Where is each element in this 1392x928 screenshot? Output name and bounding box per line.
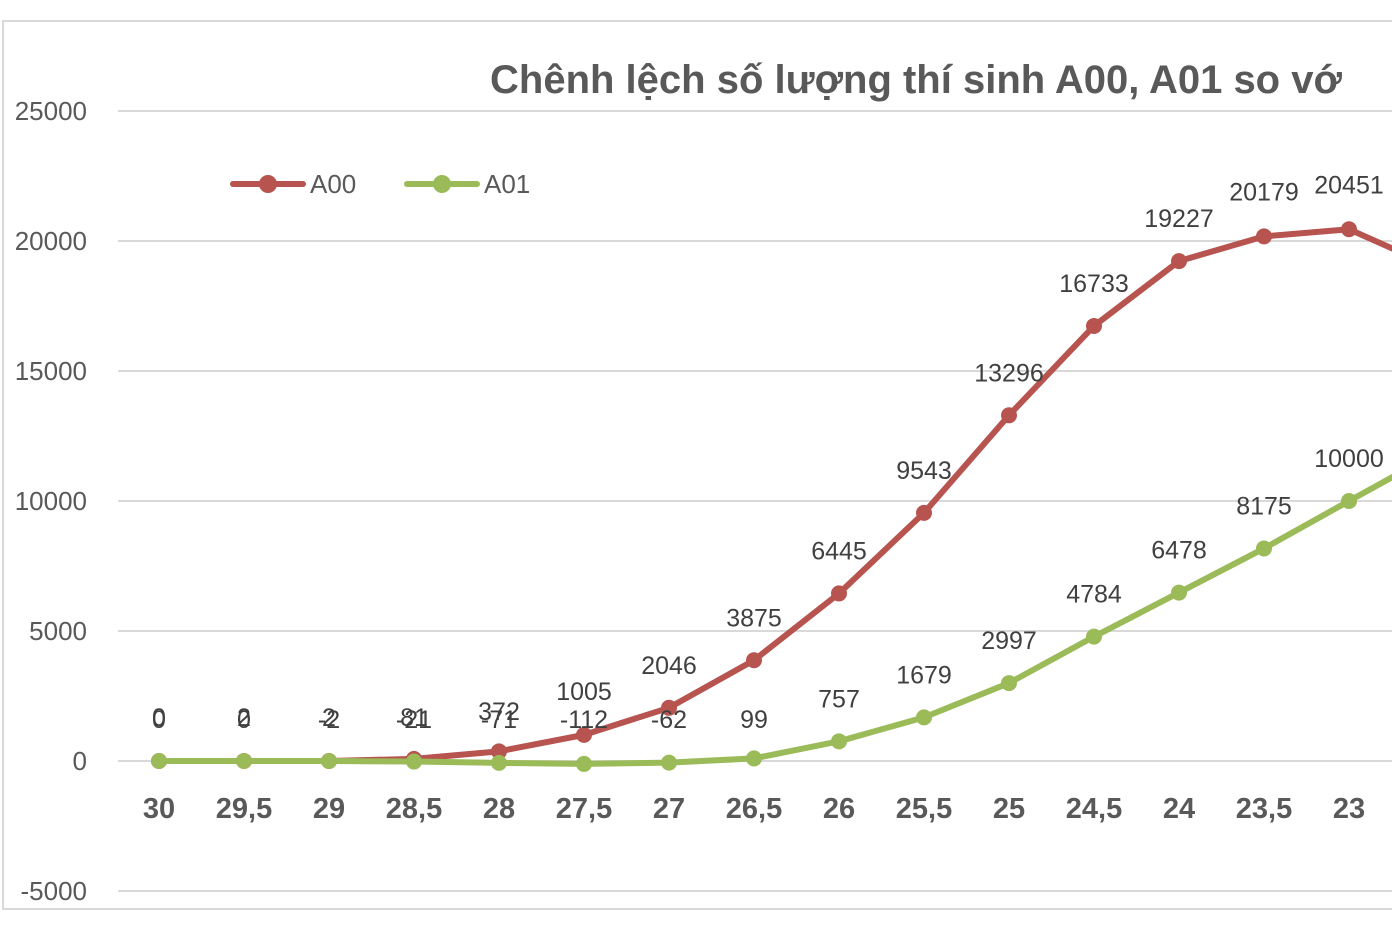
y-tick-label: 0 [73, 746, 87, 776]
data-point[interactable] [1341, 221, 1357, 238]
data-point[interactable] [491, 754, 507, 771]
data-label-a00: 9543 [896, 457, 952, 485]
data-label-a01: 4784 [1066, 581, 1122, 609]
x-tick-label: 29,5 [216, 793, 272, 825]
y-tick-label: -5000 [21, 876, 88, 906]
x-tick-label: 26,5 [726, 793, 782, 825]
legend-marker-icon [259, 175, 277, 193]
data-point[interactable] [746, 750, 762, 767]
y-tick-label: 20000 [15, 226, 87, 256]
data-point[interactable] [1086, 628, 1102, 645]
data-label-a00: 372 [478, 698, 520, 726]
x-tick-label: 23 [1333, 793, 1365, 825]
x-tick-label: 26 [823, 793, 855, 825]
data-label-a01: 2997 [981, 627, 1037, 655]
x-tick-label: 24 [1163, 793, 1195, 825]
data-label-a00: 2 [322, 704, 336, 732]
series-line-a01 [156, 473, 1392, 767]
data-label-a00: 16733 [1059, 270, 1129, 298]
x-tick-label: 23,5 [1236, 793, 1292, 825]
data-label-a00: 13296 [974, 359, 1044, 387]
data-label-a01: 8175 [1236, 492, 1292, 520]
x-tick-label: 24,5 [1066, 793, 1122, 825]
data-point[interactable] [661, 754, 677, 771]
y-tick-label: 15000 [15, 356, 87, 386]
data-point[interactable] [576, 755, 592, 772]
data-label-a00: 20451 [1314, 171, 1384, 199]
data-label-a00: 20179 [1229, 178, 1299, 206]
data-point[interactable] [491, 743, 507, 760]
series-line-a00 [156, 226, 1392, 764]
x-tick-label: 25 [993, 793, 1025, 825]
data-point[interactable] [1086, 317, 1102, 334]
data-label-a01: -71 [481, 706, 517, 734]
x-axis-labels: 30 29,5 29 28,5 28 27,5 27 26,5 26 25,5 25 24,5 24 23… [143, 793, 1365, 825]
data-label-a01: 6478 [1151, 537, 1207, 565]
data-label-a01: -2 [318, 706, 340, 734]
legend-item-a00[interactable]: A00 [230, 169, 356, 199]
data-label-a01: 757 [818, 685, 860, 713]
legend-label: A01 [484, 169, 530, 199]
y-tick-label: 10000 [15, 486, 87, 516]
data-label-a00: 3875 [726, 604, 782, 632]
data-labels: 0 2 2 81 37210052046387564459543132961673319… [152, 171, 1384, 734]
legend-item-a01[interactable]: A01 [404, 169, 530, 199]
data-label-a00: 6445 [811, 537, 867, 565]
x-tick-label: 28 [483, 793, 515, 825]
data-label-a01: 10000 [1314, 445, 1384, 473]
data-point[interactable] [746, 652, 762, 669]
data-point[interactable] [916, 709, 932, 726]
x-tick-label: 25,5 [896, 793, 952, 825]
data-point[interactable] [1001, 407, 1017, 424]
data-label-a00: 0 [152, 704, 166, 732]
chart-title: Chênh lệch số lượng thí sinh A00, A01 so… [490, 58, 1342, 102]
data-label-a01: 1679 [896, 661, 952, 689]
data-point[interactable] [831, 733, 847, 750]
data-label-a00: 2046 [641, 652, 697, 680]
legend-marker-icon [433, 175, 451, 193]
legend: A00 A01 [230, 169, 530, 199]
y-tick-label: 5000 [29, 616, 87, 646]
data-point[interactable] [1171, 584, 1187, 601]
x-tick-label: 29 [313, 793, 345, 825]
data-label-a00: 1005 [556, 678, 612, 706]
y-axis-labels: -5000 0 5000 10000 15000 20000 25000 [15, 96, 87, 906]
x-tick-label: 27 [653, 793, 685, 825]
data-point[interactable] [831, 585, 847, 602]
x-tick-label: 27,5 [556, 793, 612, 825]
y-tick-label: 25000 [15, 96, 87, 126]
data-label-a01: -62 [651, 706, 687, 734]
data-label-a00: 2 [237, 704, 251, 732]
x-tick-label: 28,5 [386, 793, 442, 825]
data-point[interactable] [1256, 540, 1272, 557]
data-point[interactable] [151, 753, 167, 769]
data-label-a00: 81 [400, 704, 428, 732]
data-point[interactable] [236, 753, 252, 769]
data-point[interactable] [406, 753, 422, 770]
data-point[interactable] [576, 726, 592, 743]
data-label-a01: 0 [237, 706, 251, 734]
data-label-a00: 19227 [1144, 205, 1214, 233]
data-point[interactable] [1256, 228, 1272, 245]
data-point[interactable] [1171, 253, 1187, 270]
data-label-a01: 99 [740, 706, 768, 734]
data-label-a01: -21 [396, 706, 432, 734]
legend-label: A00 [310, 169, 356, 199]
data-point[interactable] [1001, 675, 1017, 692]
data-label-a01: -112 [560, 706, 608, 734]
x-tick-label: 30 [143, 793, 175, 825]
data-point[interactable] [916, 504, 932, 521]
data-point[interactable] [661, 699, 677, 716]
data-label-a01: 0 [152, 706, 166, 734]
data-point[interactable] [321, 753, 337, 770]
data-point[interactable] [1341, 493, 1357, 509]
series-lines [151, 221, 1392, 772]
